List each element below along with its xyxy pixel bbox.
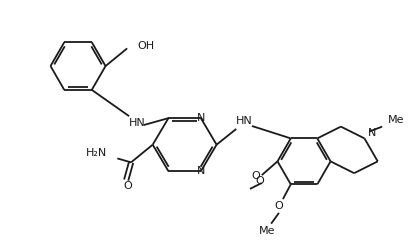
Text: OH: OH [137, 41, 154, 51]
Text: Me: Me [388, 115, 405, 125]
Text: N: N [368, 129, 376, 139]
Text: H₂N: H₂N [86, 147, 108, 158]
Text: N: N [197, 166, 205, 176]
Text: O: O [251, 171, 260, 181]
Text: O: O [255, 176, 264, 186]
Text: Me: Me [259, 226, 275, 236]
Text: N: N [197, 113, 205, 123]
Text: HN: HN [129, 118, 145, 128]
Text: O: O [275, 201, 283, 211]
Text: O: O [124, 181, 133, 191]
Text: HN: HN [236, 116, 253, 126]
